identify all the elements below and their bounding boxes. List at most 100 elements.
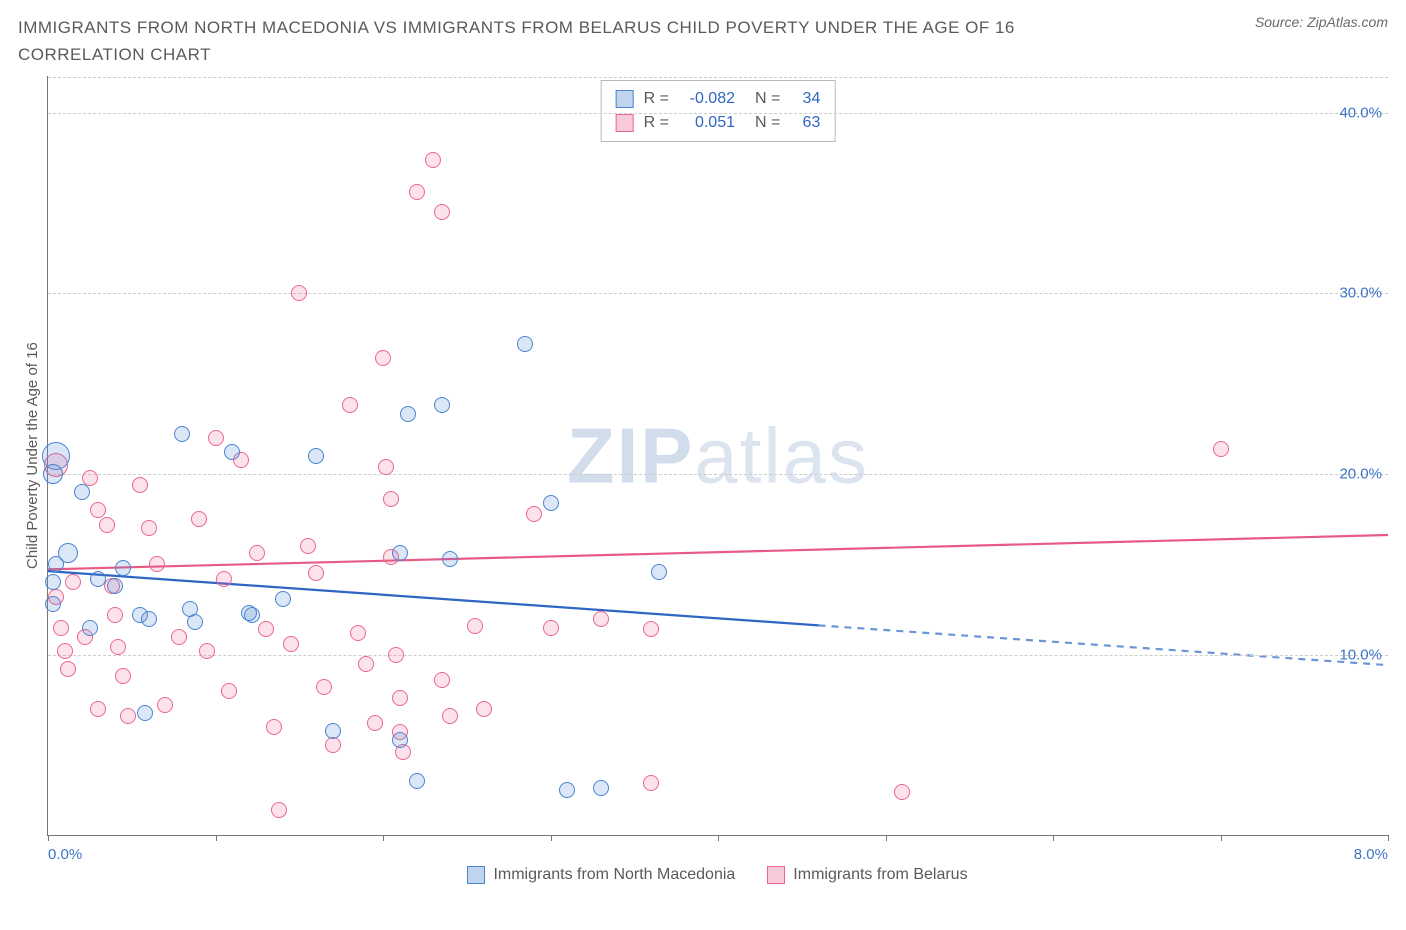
data-point (258, 621, 274, 637)
grid-line (48, 77, 1388, 78)
data-point (90, 571, 106, 587)
data-point (543, 620, 559, 636)
data-point (53, 620, 69, 636)
x-tick (718, 835, 719, 841)
x-tick (1388, 835, 1389, 841)
data-point (244, 607, 260, 623)
data-point (65, 574, 81, 590)
data-point (643, 621, 659, 637)
x-tick (383, 835, 384, 841)
x-tick (886, 835, 887, 841)
watermark-bold: ZIP (567, 411, 694, 499)
data-point (149, 556, 165, 572)
data-point (174, 426, 190, 442)
data-point (115, 560, 131, 576)
legend-r-value: -0.082 (679, 87, 735, 111)
legend-r-label: R = (644, 87, 669, 111)
data-point (120, 708, 136, 724)
data-point (57, 643, 73, 659)
data-point (434, 397, 450, 413)
y-tick-label: 40.0% (1339, 104, 1382, 121)
legend-n-label: N = (755, 87, 780, 111)
data-point (593, 611, 609, 627)
data-point (392, 690, 408, 706)
legend-row: R = -0.082 N = 34 (616, 87, 821, 111)
data-point (82, 470, 98, 486)
data-point (107, 607, 123, 623)
data-point (367, 715, 383, 731)
data-point (208, 430, 224, 446)
scatter-plot: ZIPatlas R = -0.082 N = 34 R = 0.051 N =… (47, 76, 1388, 836)
data-point (388, 647, 404, 663)
data-point (409, 773, 425, 789)
data-point (467, 618, 483, 634)
data-point (308, 448, 324, 464)
data-point (543, 495, 559, 511)
data-point (392, 732, 408, 748)
data-point (90, 701, 106, 717)
data-point (171, 629, 187, 645)
data-point (651, 564, 667, 580)
data-point (48, 556, 64, 572)
data-point (221, 683, 237, 699)
x-tick (1221, 835, 1222, 841)
data-point (137, 705, 153, 721)
grid-line (48, 293, 1388, 294)
data-point (115, 668, 131, 684)
x-tick (48, 835, 49, 841)
data-point (325, 723, 341, 739)
grid-line (48, 113, 1388, 114)
data-point (157, 697, 173, 713)
data-point (45, 574, 61, 590)
data-point (141, 520, 157, 536)
data-point (110, 639, 126, 655)
legend-item: Immigrants from North Macedonia (467, 866, 735, 884)
data-point (325, 737, 341, 753)
legend-n-label: N = (755, 111, 780, 135)
data-point (107, 578, 123, 594)
data-point (308, 565, 324, 581)
swatch-icon (467, 866, 485, 884)
data-point (266, 719, 282, 735)
watermark: ZIPatlas (567, 410, 869, 501)
data-point (643, 775, 659, 791)
data-point (409, 184, 425, 200)
data-point (99, 517, 115, 533)
data-point (894, 784, 910, 800)
data-point (187, 614, 203, 630)
y-tick-label: 20.0% (1339, 465, 1382, 482)
chart-header: IMMIGRANTS FROM NORTH MACEDONIA VS IMMIG… (18, 14, 1388, 68)
chart-area: Child Poverty Under the Age of 16 ZIPatl… (18, 76, 1388, 884)
data-point (283, 636, 299, 652)
trend-lines (48, 76, 1388, 835)
data-point (141, 611, 157, 627)
data-point (1213, 441, 1229, 457)
data-point (216, 571, 232, 587)
data-point (375, 350, 391, 366)
data-point (199, 643, 215, 659)
data-point (271, 802, 287, 818)
data-point (82, 620, 98, 636)
grid-line (48, 474, 1388, 475)
data-point (593, 780, 609, 796)
data-point (224, 444, 240, 460)
data-point (132, 477, 148, 493)
data-point (383, 491, 399, 507)
swatch-icon (616, 90, 634, 108)
data-point (43, 464, 63, 484)
data-point (342, 397, 358, 413)
legend-item: Immigrants from Belarus (767, 866, 967, 884)
data-point (45, 596, 61, 612)
data-point (378, 459, 394, 475)
data-point (60, 661, 76, 677)
correlation-legend: R = -0.082 N = 34 R = 0.051 N = 63 (601, 80, 836, 142)
swatch-icon (616, 114, 634, 132)
legend-r-label: R = (644, 111, 669, 135)
data-point (400, 406, 416, 422)
x-tick (1053, 835, 1054, 841)
legend-n-value: 63 (790, 111, 820, 135)
legend-label: Immigrants from Belarus (793, 866, 967, 884)
y-tick-label: 10.0% (1339, 646, 1382, 663)
data-point (358, 656, 374, 672)
swatch-icon (767, 866, 785, 884)
